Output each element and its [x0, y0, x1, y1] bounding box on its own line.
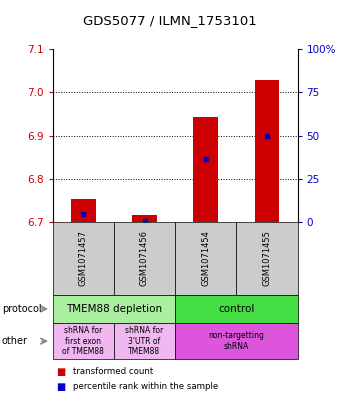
Text: TMEM88 depletion: TMEM88 depletion	[66, 304, 162, 314]
Bar	[71, 199, 96, 222]
Text: ■: ■	[56, 382, 65, 392]
Text: percentile rank within the sample: percentile rank within the sample	[73, 382, 218, 391]
Text: protocol: protocol	[2, 304, 41, 314]
Text: ■: ■	[56, 367, 65, 377]
Bar	[132, 215, 157, 222]
Text: other: other	[2, 336, 28, 346]
Text: GSM1071457: GSM1071457	[79, 230, 88, 286]
Bar	[193, 117, 218, 222]
Text: GSM1071456: GSM1071456	[140, 230, 149, 286]
Text: shRNA for
3'UTR of
TMEM88: shRNA for 3'UTR of TMEM88	[125, 326, 164, 356]
Text: GSM1071455: GSM1071455	[262, 230, 271, 286]
Text: GSM1071454: GSM1071454	[201, 230, 210, 286]
Text: transformed count: transformed count	[73, 367, 153, 376]
Text: shRNA for
first exon
of TMEM88: shRNA for first exon of TMEM88	[62, 326, 104, 356]
Bar	[255, 80, 279, 222]
Text: control: control	[218, 304, 254, 314]
Text: non-targetting
shRNA: non-targetting shRNA	[208, 331, 264, 351]
Text: GDS5077 / ILMN_1753101: GDS5077 / ILMN_1753101	[83, 14, 257, 27]
